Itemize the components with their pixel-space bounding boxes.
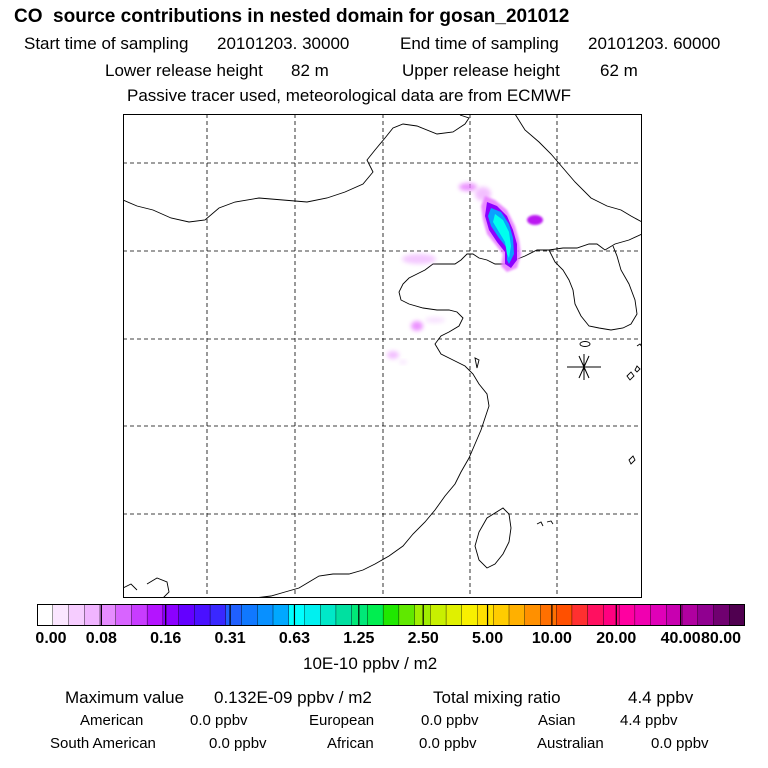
plot-title: CO source contributions in nested domain…: [14, 6, 570, 27]
colorbar-cell: [288, 604, 306, 626]
colorbar-cell: [697, 604, 715, 626]
colorbar-cell: [524, 604, 542, 626]
coastlines: [123, 114, 642, 598]
end-time-label: End time of sampling: [400, 34, 559, 53]
australian-label: Australian: [537, 735, 604, 752]
map-frame: [123, 114, 642, 598]
colorbar-cell: [209, 604, 227, 626]
european-label: European: [309, 712, 375, 729]
colorbar-cell: [194, 604, 211, 626]
colorbar-cell: [178, 604, 195, 626]
colorbar-cell: [115, 604, 132, 626]
total-mixing-label: Total mixing ratio: [433, 688, 561, 707]
tracer-note: Passive tracer used, meteorological data…: [127, 86, 572, 105]
colorbar-tick-label: 80.00: [700, 630, 742, 647]
colorbar-cell: [304, 604, 321, 626]
lat-lon-grid: [123, 114, 642, 598]
colorbar-tick-label: 10.00: [531, 630, 572, 647]
european-value: 0.0 ppbv: [421, 712, 479, 729]
colorbar-cell: [729, 604, 745, 626]
colorbar-cell: [367, 604, 384, 626]
end-time-value: 20101203. 60000: [588, 34, 721, 53]
colorbar-unit: 10E-10 ppbv / m2: [303, 654, 438, 673]
total-mixing-value: 4.4 ppbv: [628, 688, 694, 707]
plume-patch: [527, 215, 543, 225]
colorbar-cell: [335, 604, 353, 626]
colorbar-cell: [225, 604, 243, 626]
plume-core: [493, 214, 511, 258]
plume-patch: [387, 351, 399, 359]
colorbar-tick-label: 0.31: [214, 630, 246, 647]
colorbar-cell: [477, 604, 494, 626]
colorbar-tick-label: 0.16: [150, 630, 182, 647]
colorbar-cell: [713, 604, 730, 626]
colorbar-cell: [398, 604, 416, 626]
colorbar-cell: [618, 604, 636, 626]
colorbar-cell: [382, 604, 400, 626]
colorbar-cell: [351, 604, 369, 626]
colorbar-cell: [650, 604, 667, 626]
colorbar-cell: [571, 604, 589, 626]
colorbar-tick-label: 1.25: [343, 630, 375, 647]
upper-release-label: Upper release height: [402, 61, 560, 80]
colorbar-cell: [68, 604, 85, 626]
south-american-label: South American: [50, 735, 156, 752]
colorbar-cell: [430, 604, 447, 626]
colorbar-tick-label: 40.00: [660, 630, 701, 647]
max-value: 0.132E-09 ppbv / m2: [214, 688, 372, 707]
colorbar-tick-label: 20.00: [596, 630, 637, 647]
lower-release-value: 82 m: [291, 61, 329, 80]
colorbar-frame: [37, 604, 745, 626]
colorbar-cell: [508, 604, 526, 626]
colorbar-tick-label: 2.50: [407, 630, 439, 647]
colorbar-cell: [461, 604, 479, 626]
colorbar-tick-label: 5.00: [471, 630, 504, 647]
lower-release-label: Lower release height: [105, 61, 263, 80]
colorbar-tick-label: 0.00: [35, 630, 67, 647]
plume-patch: [425, 317, 445, 323]
australian-value: 0.0 ppbv: [651, 735, 709, 752]
upper-release-value: 62 m: [600, 61, 638, 80]
start-time-label: Start time of sampling: [24, 34, 189, 53]
colorbar-cell: [556, 604, 573, 626]
colorbar-tick-label: 0.63: [278, 630, 311, 647]
colorbar-cell: [603, 604, 620, 626]
plume-contours: [387, 183, 543, 364]
colorbar-cell: [257, 604, 274, 626]
american-label: American: [80, 712, 144, 729]
colorbar-cell: [52, 604, 70, 626]
colorbar-cell: [540, 604, 557, 626]
colorbar-cell: [587, 604, 604, 626]
star-icon: [567, 354, 601, 380]
african-label: African: [327, 735, 374, 752]
asian-label: Asian: [538, 712, 576, 729]
map-panel: [123, 114, 642, 598]
colorbar-cell: [320, 604, 337, 626]
plume-patch: [411, 321, 423, 331]
south-american-value: 0.0 ppbv: [209, 735, 267, 752]
colorbar-cell: [131, 604, 148, 626]
colorbar-cell: [241, 604, 258, 626]
colorbar-cell: [99, 604, 117, 626]
colorbar-cell: [37, 604, 54, 626]
american-value: 0.0 ppbv: [190, 712, 248, 729]
colorbar-cell: [681, 604, 699, 626]
start-time-value: 20101203. 30000: [217, 34, 350, 53]
colorbar-cell: [84, 604, 101, 626]
max-value-label: Maximum value: [65, 688, 185, 707]
plume-patch: [402, 254, 436, 264]
colorbar-cell: [445, 604, 463, 626]
african-value: 0.0 ppbv: [419, 735, 477, 752]
colorbar-tick-label: 0.08: [85, 630, 117, 647]
colorbar: [37, 604, 745, 626]
colorbar-cell: [493, 604, 510, 626]
plume-patch: [459, 183, 477, 191]
colorbar-cell: [146, 604, 164, 626]
asian-value: 4.4 ppbv: [620, 712, 678, 729]
colorbar-cell: [634, 604, 652, 626]
colorbar-cell: [272, 604, 290, 626]
plume-patch: [399, 360, 407, 364]
